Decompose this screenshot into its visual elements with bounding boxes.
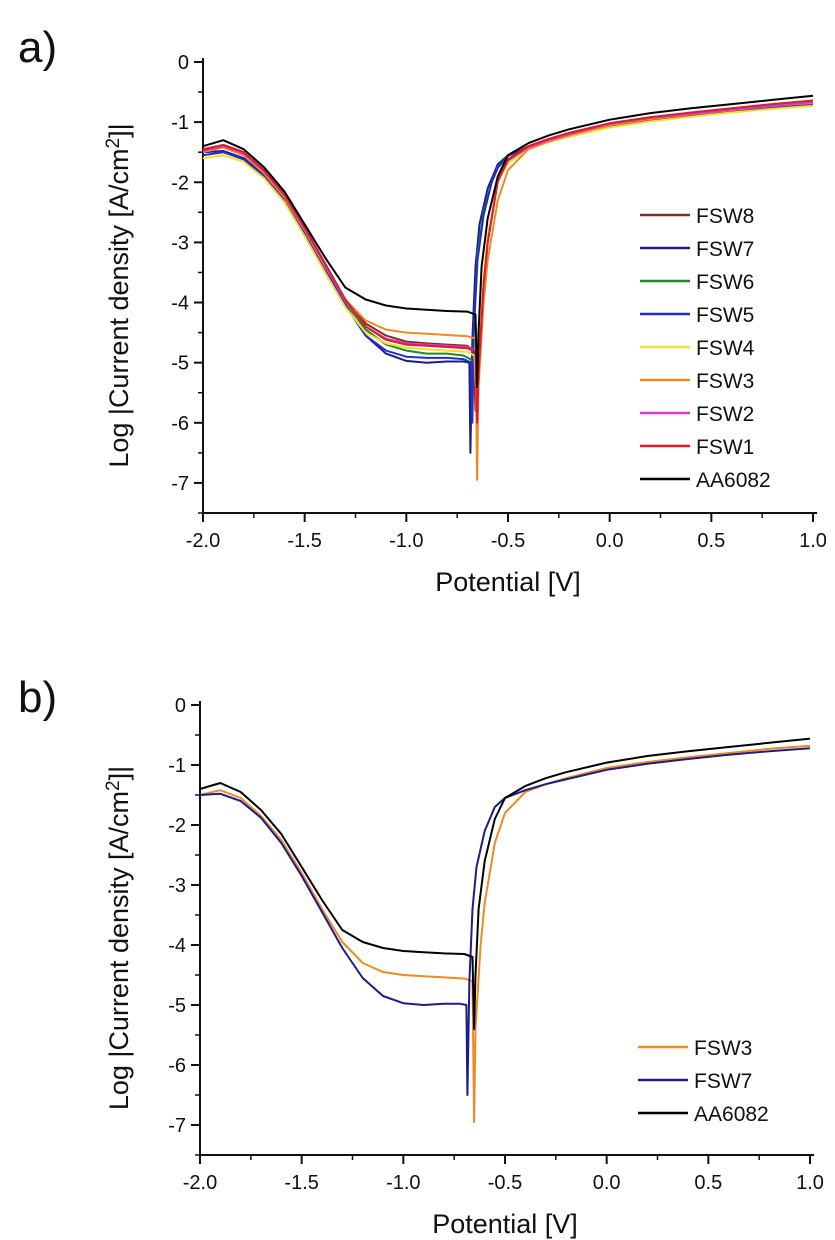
y-axis-title-end: ]| xyxy=(104,123,134,138)
y-axis-title-superscript: 2 xyxy=(103,138,124,149)
legend-label: FSW6 xyxy=(696,271,754,294)
x-tick-label: 0.5 xyxy=(697,530,725,552)
x-tick-label: -1.0 xyxy=(389,530,423,552)
legend-label: AA6082 xyxy=(696,469,771,492)
series-line-fsw3 xyxy=(199,744,811,1123)
legend: FSW3 FSW7 AA6082 xyxy=(638,1037,769,1126)
legend: FSW8 FSW7 FSW6 FSW5 FSW4 FSW3 FSW2 FSW1 AA6082 xyxy=(640,205,771,492)
x-tick-label: 0.0 xyxy=(593,1172,621,1194)
y-axis-title-superscript: 2 xyxy=(103,780,124,791)
legend-label: FSW7 xyxy=(696,238,754,261)
y-tick-label: -1 xyxy=(168,755,186,777)
series-line-fsw7 xyxy=(199,747,811,1096)
y-tick-label: -4 xyxy=(171,293,189,315)
x-tick-label: 1.0 xyxy=(799,530,827,552)
legend-label: FSW3 xyxy=(696,370,754,393)
series-line-aa6082 xyxy=(202,94,814,388)
x-tick-label: -1.0 xyxy=(386,1172,420,1194)
y-tick-label: -7 xyxy=(171,473,189,495)
y-tick-label: -6 xyxy=(171,413,189,435)
panel-label: a) xyxy=(18,23,57,72)
y-tick-label: -5 xyxy=(168,995,186,1017)
chart-panel-b: b) -2.0 -1.5 -1.0 -0.5 0.0 0.5 1.0 0 -1 -2 -3 -4 -5 -6… xyxy=(18,673,824,1239)
y-tick-label: -3 xyxy=(171,232,189,254)
x-tick-label: 1.0 xyxy=(796,1172,824,1194)
x-tick-label: -0.5 xyxy=(491,530,525,552)
panel-label: b) xyxy=(18,673,57,722)
y-tick-label: -3 xyxy=(168,875,186,897)
chart-panel-a: a) -2.0 -1.5 -1.0 -0.5 0.0 0.5 1.0 0 -1 -2 -3 -4 -5 -6… xyxy=(18,23,827,597)
legend-label: FSW1 xyxy=(696,436,754,459)
legend-label: FSW8 xyxy=(696,205,754,228)
x-axis-title: Potential [V] xyxy=(432,1209,578,1239)
legend-label: AA6082 xyxy=(694,1103,769,1126)
x-tick-label: -0.5 xyxy=(488,1172,522,1194)
y-tick-label: -2 xyxy=(171,172,189,194)
x-tick-label: -1.5 xyxy=(284,1172,318,1194)
y-tick-label: -4 xyxy=(168,935,186,957)
x-tick-label: -1.5 xyxy=(287,530,321,552)
x-axis-title: Potential [V] xyxy=(435,567,581,597)
legend-label: FSW3 xyxy=(694,1037,752,1060)
y-axis-title-main: Log |Current density [A/cm xyxy=(104,791,134,1110)
y-tick-label: 0 xyxy=(175,695,186,717)
y-tick-label: -7 xyxy=(168,1115,186,1137)
x-tick-label: 0.0 xyxy=(596,530,624,552)
y-axis-title: Log |Current density [A/cm2]| xyxy=(103,766,134,1110)
legend-label: FSW7 xyxy=(694,1070,752,1093)
y-axis-title: Log |Current density [A/cm2]| xyxy=(103,123,134,467)
x-tick-label: 0.5 xyxy=(694,1172,722,1194)
legend-label: FSW4 xyxy=(696,337,755,360)
y-tick-label: -6 xyxy=(168,1055,186,1077)
y-axis-title-main: Log |Current density [A/cm xyxy=(104,148,134,467)
y-tick-label: -5 xyxy=(171,353,189,375)
series-line-aa6082 xyxy=(199,737,811,1030)
legend-label: FSW2 xyxy=(696,403,754,426)
y-tick-label: 0 xyxy=(178,52,189,74)
y-tick-label: -2 xyxy=(168,815,186,837)
y-axis-title-end: ]| xyxy=(104,766,134,781)
legend-label: FSW5 xyxy=(696,304,754,327)
x-tick-label: -2.0 xyxy=(186,530,220,552)
y-tick-label: -1 xyxy=(171,112,189,134)
x-tick-label: -2.0 xyxy=(183,1172,217,1194)
